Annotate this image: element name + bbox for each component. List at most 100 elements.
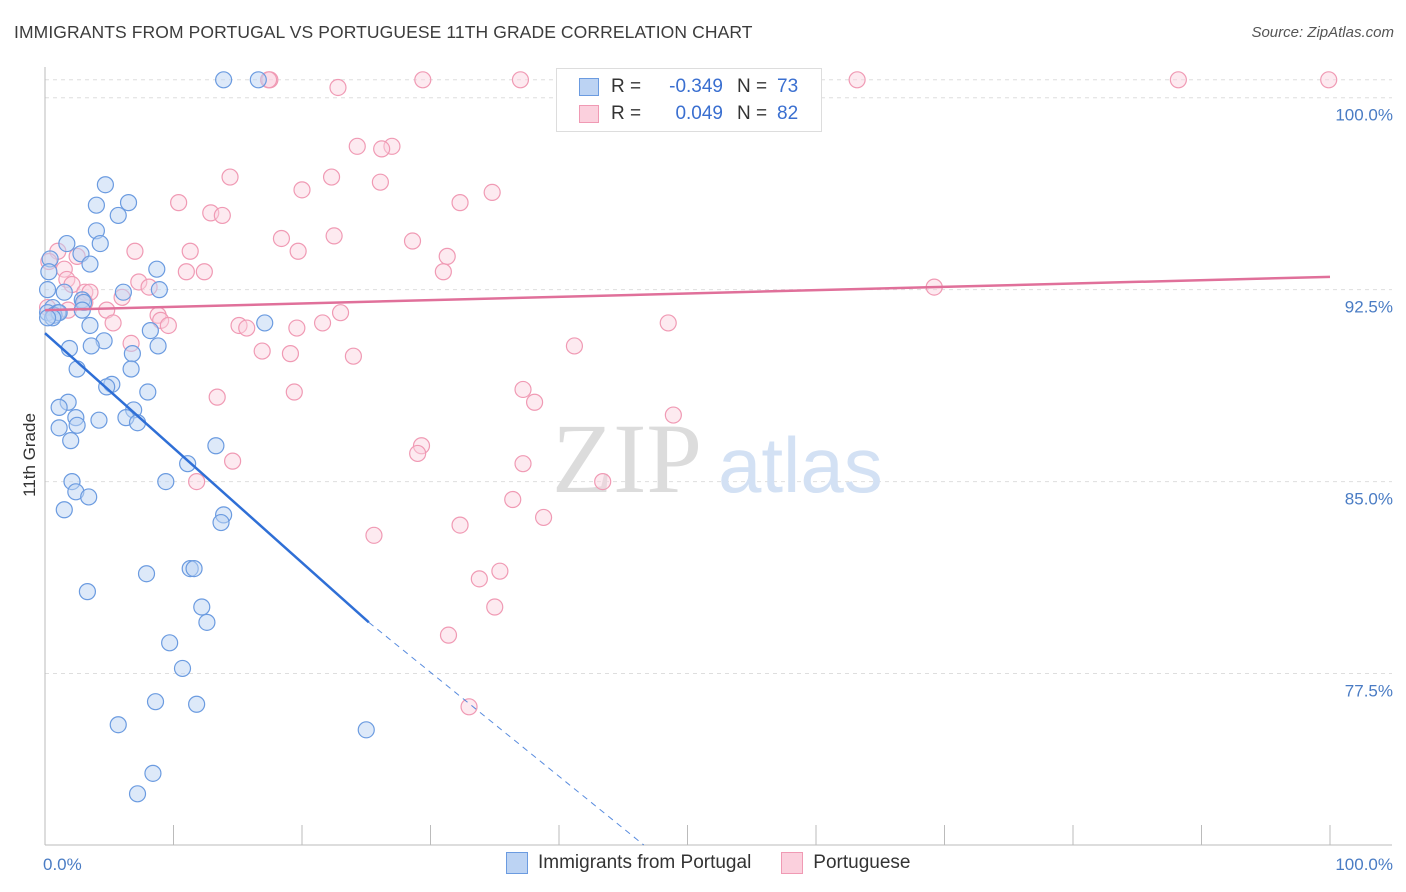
point-portugal (109, 206, 127, 225)
point-portugal (40, 263, 58, 281)
point-portuguese (253, 342, 271, 360)
watermark-zip: ZIP (552, 403, 702, 514)
point-portuguese (514, 455, 532, 473)
point-portuguese (344, 347, 362, 365)
point-portuguese (373, 140, 391, 158)
point-portugal (58, 234, 76, 253)
point-portuguese (288, 319, 306, 337)
legend-item-portuguese[interactable]: Portuguese (781, 852, 910, 874)
point-portuguese (285, 383, 303, 401)
trend-lines (44, 275, 1331, 846)
x-tick-label-min: 0.0% (43, 855, 82, 874)
point-portugal (139, 383, 157, 401)
stats-legend: R = -0.349 N = 73 R = 0.049 N = 82 (556, 68, 822, 132)
point-portugal (148, 260, 166, 278)
point-portuguese (504, 490, 522, 509)
point-portuguese (438, 247, 456, 265)
point-portuguese (403, 232, 422, 250)
point-portugal (198, 613, 216, 631)
point-portugal (114, 283, 132, 301)
point-portugal (91, 234, 109, 253)
r-value: 0.049 (675, 103, 723, 124)
legend-swatch-portuguese (579, 105, 599, 123)
y-tick-label: 77.5% (1345, 682, 1393, 701)
chart-title: IMMIGRANTS FROM PORTUGAL VS PORTUGUESE 1… (14, 22, 753, 42)
point-portuguese (181, 242, 199, 260)
x-tick-label-max: 100.0% (1335, 855, 1393, 874)
point-portugal (141, 321, 159, 340)
point-portugal (212, 513, 230, 532)
point-portuguese (177, 263, 195, 281)
point-portuguese (1169, 71, 1187, 89)
point-portuguese (331, 304, 350, 322)
point-portuguese (313, 314, 332, 332)
point-portugal (256, 314, 274, 332)
point-portugal (185, 560, 203, 578)
legend-row-portuguese: R = 0.049 N = 82 (579, 101, 798, 127)
point-portuguese (1320, 71, 1338, 89)
point-portugal (50, 398, 68, 416)
point-portuguese (281, 345, 300, 363)
point-portuguese (170, 194, 188, 212)
point-portuguese (383, 137, 401, 155)
point-portuguese (848, 71, 866, 89)
point-portugal (144, 764, 162, 782)
point-portuguese (594, 472, 612, 491)
point-portuguese (208, 388, 226, 406)
point-portuguese (213, 206, 231, 225)
legend-swatch-portugal (506, 852, 528, 874)
point-portuguese (439, 626, 458, 644)
point-portuguese (434, 263, 452, 281)
point-portugal (78, 583, 97, 601)
point-portugal (215, 71, 233, 89)
point-portugal (38, 309, 57, 327)
point-portuguese (104, 314, 122, 332)
point-portuguese (130, 273, 148, 291)
n-label: N = (737, 103, 768, 124)
point-portugal (357, 721, 375, 739)
point-portuguese (514, 380, 532, 399)
point-portuguese (414, 71, 432, 89)
point-portuguese (664, 406, 682, 424)
point-portugal (188, 695, 206, 713)
point-portugal (137, 565, 156, 583)
point-portuguese (322, 168, 341, 186)
point-portuguese (659, 314, 677, 332)
y-tick-label: 100.0% (1335, 106, 1393, 125)
point-portuguese (534, 508, 553, 527)
series-portuguese-points (38, 71, 1338, 716)
y-tick-label: 85.0% (1345, 490, 1393, 509)
point-portugal (109, 716, 127, 734)
point-portuguese (224, 452, 242, 470)
trend-line-portugal (44, 332, 370, 624)
point-portuguese (451, 194, 469, 212)
point-portugal (123, 345, 141, 363)
source-label: Source: ZipAtlas.com (1251, 24, 1394, 41)
point-portuguese (272, 229, 291, 248)
point-portugal (122, 360, 140, 378)
point-portugal (149, 337, 167, 355)
n-label: N = (737, 76, 768, 97)
point-portugal (173, 659, 192, 678)
point-portuguese (460, 698, 478, 716)
series-legend: Immigrants from Portugal Portuguese (506, 852, 940, 874)
point-portuguese (565, 337, 584, 355)
legend-swatch-portuguese (781, 852, 804, 874)
point-portugal (157, 472, 175, 491)
legend-item-portugal[interactable]: Immigrants from Portugal (506, 852, 751, 874)
axes (44, 67, 1392, 846)
point-portuguese (195, 263, 213, 281)
point-portugal (87, 196, 106, 214)
point-portugal (62, 432, 80, 450)
point-portugal (55, 501, 73, 519)
point-portuguese (371, 173, 389, 191)
legend-label-portuguese: Portuguese (813, 852, 911, 873)
point-portuguese (470, 570, 488, 588)
r-label: R = (611, 76, 642, 97)
point-portugal (150, 281, 168, 299)
point-portugal (81, 316, 99, 335)
r-label: R = (611, 103, 642, 124)
point-portugal (68, 416, 86, 434)
point-portuguese (491, 562, 509, 580)
point-portugal (90, 411, 108, 429)
